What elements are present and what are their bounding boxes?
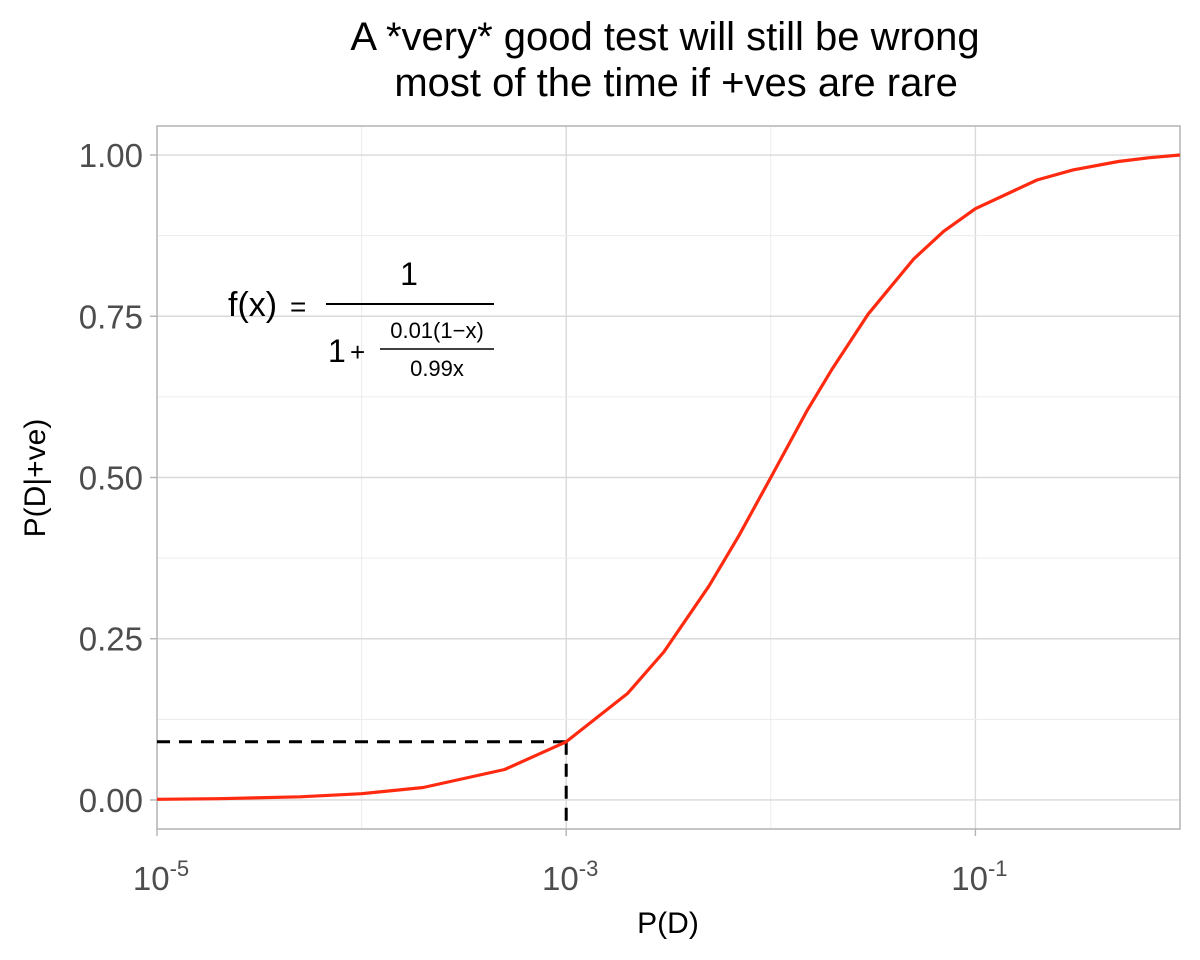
y-tick-label: 1.00 — [79, 137, 143, 174]
formula-inner-numerator: 0.01(1−x) — [390, 318, 484, 343]
x-axis-title: P(D) — [637, 907, 699, 940]
formula-annotation: f(x) = 1 1 + 0.01(1−x) 0.99x — [228, 256, 494, 381]
y-tick-label: 0.00 — [79, 782, 143, 819]
x-tick-label: 10-3 — [542, 856, 598, 897]
series-line — [156, 153, 1181, 801]
series — [156, 153, 1181, 801]
y-axis-title: P(D|+ve) — [19, 419, 52, 538]
formula-plus: + — [350, 337, 365, 367]
chart-title: A *very* good test will still be wrong m… — [0, 14, 1200, 106]
formula-equals: = — [290, 291, 306, 322]
chart-title-line-1: A *very* good test will still be wrong — [350, 15, 980, 59]
chart-title-line-2: most of the time if +ves are rare — [372, 61, 958, 105]
y-tick-label: 0.75 — [79, 298, 143, 335]
guides — [157, 740, 568, 829]
x-axis-ticks: 10-5 10-3 10-1 — [133, 829, 1008, 897]
y-axis-ticks: 0.00 0.25 0.50 0.75 1.00 — [79, 137, 157, 819]
x-tick-label: 10-1 — [951, 856, 1007, 897]
formula-denominator-lead: 1 — [328, 333, 346, 369]
formula-inner-denominator: 0.99x — [410, 356, 464, 381]
formula-lhs: f(x) — [228, 286, 277, 324]
y-tick-label: 0.25 — [79, 621, 143, 658]
x-tick-label: 10-5 — [133, 856, 189, 897]
formula-numerator: 1 — [400, 256, 418, 292]
grid — [157, 126, 1180, 829]
y-tick-label: 0.50 — [79, 460, 143, 497]
